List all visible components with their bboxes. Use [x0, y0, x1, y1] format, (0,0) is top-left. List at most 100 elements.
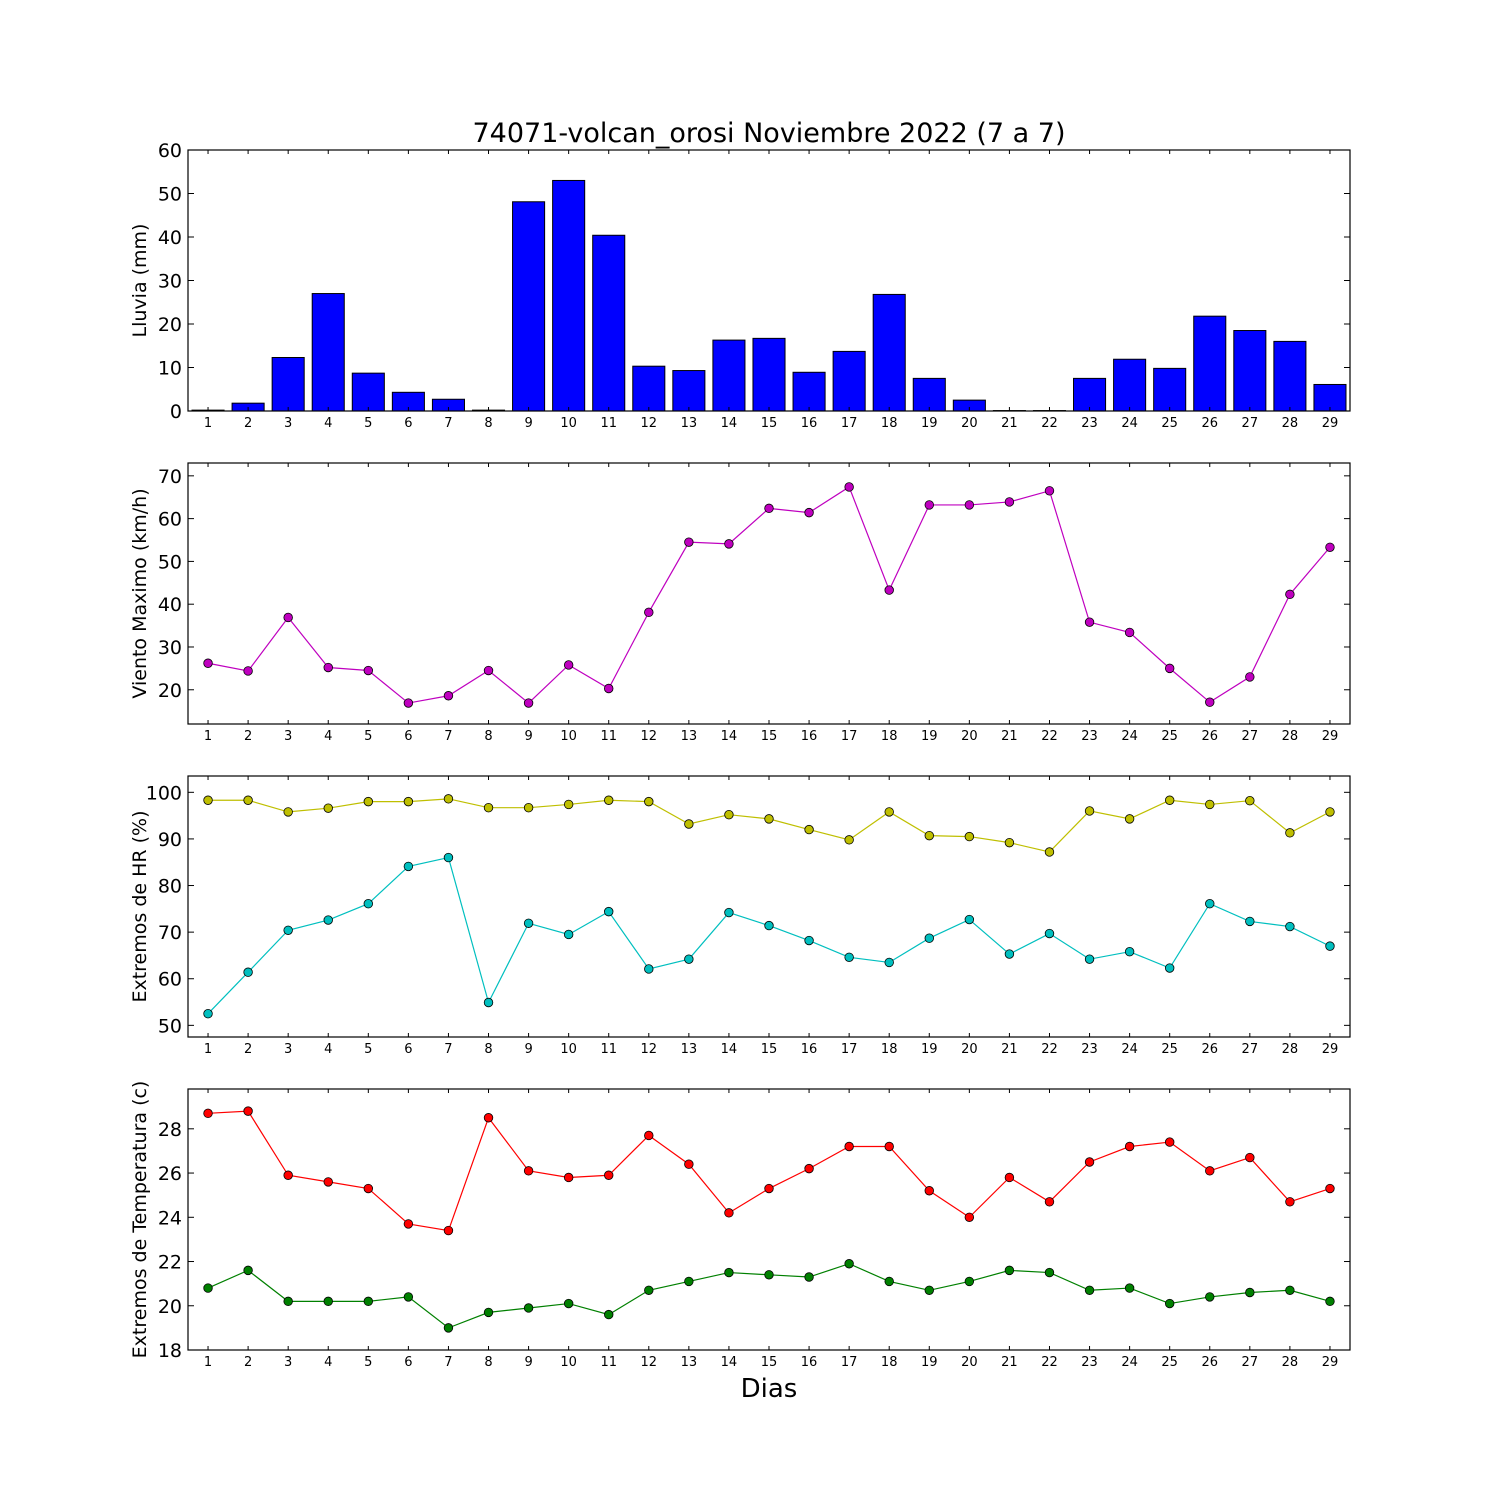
series-1-point-day-1 [203, 1108, 213, 1119]
x-tick-label: 19 [921, 729, 938, 744]
series-1-point-day-18 [884, 1141, 894, 1152]
bar-day-13 [672, 370, 706, 412]
y-axis-label: Viento Maximo (km/h) [129, 488, 151, 698]
series-2-point-day-14 [724, 1267, 734, 1278]
series-1-point-day-10 [563, 1172, 574, 1183]
x-tick-label: 11 [600, 729, 617, 744]
series-2-point-day-29 [1325, 941, 1335, 951]
x-tick-label: 4 [324, 416, 332, 431]
y-tick-label: 0 [170, 401, 182, 423]
bar-day-26 [1193, 315, 1227, 412]
series-1-point-day-24 [1124, 814, 1135, 824]
series-2-point-day-28 [1285, 1285, 1295, 1295]
series-1-point-day-14 [724, 539, 734, 549]
series-1-point-day-4 [323, 662, 333, 673]
x-tick-label: 10 [560, 1042, 577, 1057]
x-tick-label: 15 [761, 729, 778, 744]
y-tick-label: 28 [158, 1119, 182, 1141]
x-tick-label: 12 [641, 729, 658, 744]
series-1-point-day-17 [844, 835, 854, 845]
bar-day-12 [632, 365, 666, 412]
series-1-point-day-13 [684, 537, 694, 547]
series-1-point-day-12 [644, 796, 654, 807]
y-tick-label: 30 [158, 271, 182, 293]
x-tick-label: 16 [801, 416, 818, 431]
series-1-point-day-25 [1164, 795, 1175, 805]
series-1-point-day-19 [924, 830, 934, 841]
x-tick-label: 27 [1242, 729, 1259, 744]
series-2-point-day-10 [563, 929, 574, 940]
x-tick-label: 22 [1041, 1042, 1058, 1057]
x-tick-label: 23 [1081, 1355, 1098, 1370]
series-2-point-day-26 [1205, 1292, 1215, 1302]
x-tick-label: 28 [1282, 416, 1299, 431]
bar-day-15 [752, 337, 786, 412]
series-1-point-day-12 [644, 607, 654, 618]
series-2-point-day-8 [483, 997, 494, 1008]
series-1-point-day-29 [1325, 807, 1335, 817]
x-tick-label: 1 [204, 416, 212, 431]
series-1-point-day-2 [243, 666, 253, 676]
series-2-point-day-20 [964, 914, 975, 925]
x-tick-label: 5 [364, 729, 372, 744]
series-1-point-day-28 [1285, 828, 1295, 838]
y-tick-label: 60 [158, 140, 182, 162]
x-tick-label: 12 [641, 1042, 658, 1057]
x-tick-label: 5 [364, 416, 372, 431]
x-tick-label: 21 [1001, 1355, 1018, 1370]
x-tick-label: 27 [1242, 416, 1259, 431]
series-1-point-day-16 [804, 1163, 814, 1174]
x-tick-label: 20 [961, 416, 978, 431]
series-1-point-day-6 [403, 1219, 414, 1229]
series-1-point-day-3 [283, 1170, 293, 1180]
y-axis-label: Extremos de Temperatura (c) [129, 1081, 151, 1359]
x-tick-label: 21 [1001, 416, 1018, 431]
series-1-point-day-23 [1084, 1157, 1095, 1167]
series-2-point-day-23 [1084, 1285, 1095, 1295]
series-1-point-day-22 [1044, 847, 1055, 857]
y-tick-label: 70 [158, 466, 182, 488]
x-tick-label: 19 [921, 1042, 938, 1057]
x-tick-label: 13 [681, 1042, 698, 1057]
y-tick-label: 40 [158, 594, 182, 616]
series-1-point-day-21 [1004, 837, 1015, 848]
series-2-point-day-16 [804, 1272, 814, 1282]
series-1-point-day-25 [1164, 663, 1175, 674]
x-tick-label: 20 [961, 1042, 978, 1057]
series-1-point-day-18 [884, 807, 894, 817]
x-tick-label: 26 [1201, 416, 1218, 431]
bar-day-29 [1313, 383, 1347, 412]
series-2-point-day-14 [724, 907, 734, 918]
series-2-point-day-2 [243, 1265, 253, 1276]
y-tick-label: 18 [158, 1340, 182, 1362]
x-tick-label: 25 [1161, 729, 1178, 744]
x-tick-label: 29 [1322, 729, 1339, 744]
series-1-point-day-20 [964, 1212, 975, 1222]
series-1-point-day-3 [283, 807, 293, 817]
series-2-point-day-5 [363, 899, 374, 909]
bar-day-9 [512, 201, 546, 412]
x-tick-label: 26 [1201, 1042, 1218, 1057]
y-tick-label: 10 [158, 358, 182, 380]
series-2-point-day-6 [403, 861, 414, 872]
x-tick-label: 29 [1322, 416, 1339, 431]
series-1-point-day-1 [203, 658, 213, 668]
series-2-point-day-9 [523, 918, 534, 928]
bar-day-11 [592, 234, 626, 412]
series-1-point-day-3 [283, 612, 293, 623]
series-1-point-day-8 [483, 1113, 494, 1123]
series-1-point-day-17 [844, 482, 854, 492]
x-tick-label: 17 [841, 729, 858, 744]
series-1-point-day-12 [644, 1130, 654, 1141]
x-tick-label: 18 [881, 1355, 898, 1370]
x-tick-label: 1 [204, 1042, 212, 1057]
x-tick-label: 17 [841, 416, 858, 431]
x-tick-label: 27 [1242, 1042, 1259, 1057]
y-tick-label: 20 [158, 680, 182, 702]
x-tick-label: 9 [524, 416, 532, 431]
x-tick-label: 11 [600, 1042, 617, 1057]
x-tick-label: 2 [244, 1355, 252, 1370]
series-2-point-day-15 [764, 920, 774, 931]
x-tick-label: 3 [284, 1042, 292, 1057]
